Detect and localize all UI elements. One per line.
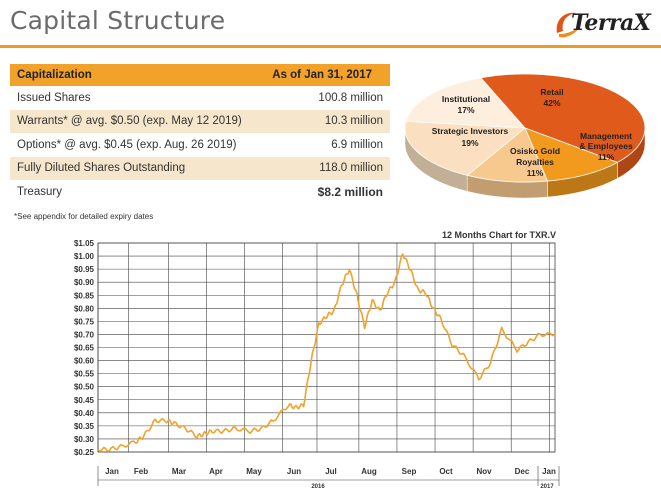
terrax-logo: TerraX xyxy=(553,7,657,41)
price-line xyxy=(97,253,556,453)
pie-label: & Employees xyxy=(579,141,633,151)
column-header-date: As of Jan 31, 2017 xyxy=(259,64,390,86)
y-tick-label: $0.45 xyxy=(74,396,95,405)
row-value: 118.0 million xyxy=(259,156,390,180)
pie-label: Institutional xyxy=(442,94,490,104)
page-title: Capital Structure xyxy=(10,6,226,35)
stock-price-chart: 12 Months Chart for TXR.V $1.05 $1.00 $0.9… xyxy=(0,226,661,495)
footnote: *See appendix for detailed expiry dates xyxy=(14,212,154,221)
pie-slice xyxy=(405,77,526,129)
logo-text: TerraX xyxy=(571,10,651,36)
plot-frame xyxy=(97,242,556,453)
year-label: 2017 xyxy=(540,484,554,490)
y-tick-label: $1.05 xyxy=(74,239,95,248)
x-tick-label: Sep xyxy=(402,467,417,476)
pie-slice xyxy=(524,127,619,182)
x-tick-label: Aug xyxy=(361,467,377,476)
y-tick-label: $0.85 xyxy=(74,291,95,300)
table-row: Treasury $8.2 million xyxy=(10,180,390,204)
table-header-row: Capitalization As of Jan 31, 2017 xyxy=(10,64,390,86)
row-label: Fully Diluted Shares Outstanding xyxy=(10,156,260,180)
pie-slice xyxy=(404,120,527,176)
table-row: Issued Shares 100.8 million xyxy=(10,86,390,110)
x-tick-label: Mar xyxy=(172,467,186,476)
table-row: Fully Diluted Shares Outstanding 118.0 m… xyxy=(10,156,390,180)
column-header-capitalization: Capitalization xyxy=(10,64,260,86)
pie-label: Osisko Gold xyxy=(510,146,560,156)
y-tick-label: $0.55 xyxy=(74,370,95,379)
y-tick-label: $0.70 xyxy=(74,330,95,339)
row-value: 10.3 million xyxy=(259,109,390,133)
y-tick-label: $0.30 xyxy=(74,435,95,444)
title-divider xyxy=(0,45,661,48)
y-tick-label: $0.40 xyxy=(74,409,95,418)
logo-swoosh-icon xyxy=(556,12,581,38)
capitalization-table: Capitalization As of Jan 31, 2017 Issued… xyxy=(10,64,390,204)
pie-label: Royalties xyxy=(516,157,554,167)
table-row: Warrants* @ avg. $0.50 (exp. May 12 2019… xyxy=(10,109,390,133)
pie-slice xyxy=(466,127,549,183)
row-label: Issued Shares xyxy=(10,86,260,110)
table-row: Options* @ avg. $0.45 (exp. Aug. 26 2019… xyxy=(10,133,390,157)
row-label: Treasury xyxy=(10,180,260,204)
x-tick-label: May xyxy=(246,467,262,476)
y-tick-label: $0.80 xyxy=(74,304,95,313)
x-tick-label: Nov xyxy=(476,467,492,476)
row-value: $8.2 million xyxy=(259,180,390,204)
pie-value: 42% xyxy=(543,98,560,108)
year-label: 2016 xyxy=(311,484,325,490)
y-tick-label: $0.50 xyxy=(74,383,95,392)
x-tick-label: Dec xyxy=(515,467,530,476)
x-tick-label: Apr xyxy=(209,467,223,476)
chart-title: 12 Months Chart for TXR.V xyxy=(442,230,556,240)
y-tick-label: $0.60 xyxy=(74,357,95,366)
shareholder-pie-chart: Retail 42% Management & Employees 11% Os… xyxy=(404,73,646,199)
y-tick-label: $0.65 xyxy=(74,344,95,353)
y-tick-label: $0.75 xyxy=(74,317,95,326)
x-tick-label: Jul xyxy=(325,467,337,476)
pie-label: Management xyxy=(580,131,632,141)
y-tick-label: $0.95 xyxy=(74,265,95,274)
pie-value: 11% xyxy=(598,152,615,162)
x-tick-label: Jan xyxy=(105,467,119,476)
row-value: 100.8 million xyxy=(259,86,390,110)
x-tick-label: Oct xyxy=(439,467,453,476)
pie-value: 19% xyxy=(461,138,478,148)
x-tick-label: Feb xyxy=(134,467,148,476)
y-tick-label: $1.00 xyxy=(74,252,95,261)
row-label: Warrants* @ avg. $0.50 (exp. May 12 2019… xyxy=(10,109,260,133)
x-tick-label: Jun xyxy=(287,467,301,476)
row-label: Options* @ avg. $0.45 (exp. Aug. 26 2019… xyxy=(10,133,260,157)
pie-slice xyxy=(480,73,646,163)
x-tick-label: Jan xyxy=(542,467,556,476)
pie-value: 17% xyxy=(457,105,474,115)
y-tick-label: $0.35 xyxy=(74,422,95,431)
pie-label: Retail xyxy=(540,87,563,97)
pie-label: Strategic Investors xyxy=(432,126,509,136)
row-value: 6.9 million xyxy=(259,133,390,157)
pie-value: 11% xyxy=(527,168,544,178)
y-tick-label: $0.25 xyxy=(74,448,95,457)
y-tick-label: $0.90 xyxy=(74,278,95,287)
